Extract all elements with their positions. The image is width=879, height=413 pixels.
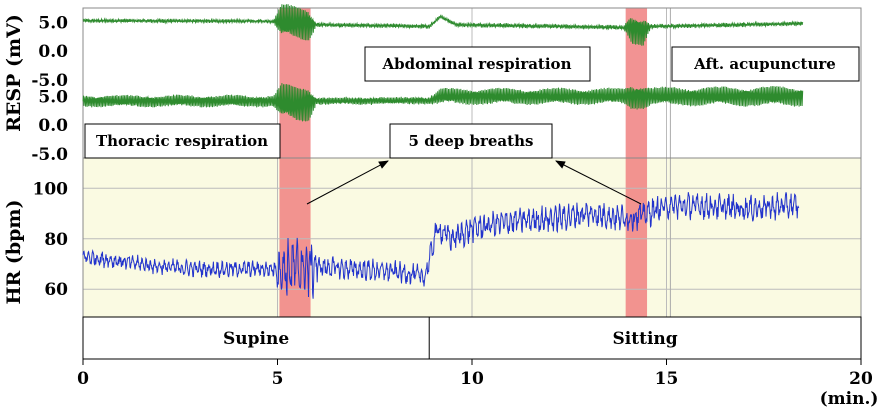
x-tick-label-0: 0 (77, 369, 89, 389)
abdominal-respiration-label: Abdominal respiration (382, 55, 572, 73)
arrow-right (555, 160, 642, 205)
signal-traces (82, 4, 804, 299)
acupuncture-label-box (671, 46, 860, 82)
x-tick-label-15: 15 (655, 369, 679, 389)
position-label-supine: Supine (223, 329, 289, 349)
position-band (82, 316, 862, 360)
resp_thoracic-trace (82, 83, 804, 122)
x-axis: 0 5 10 15 20 (77, 358, 873, 389)
x-tick-label-10: 10 (460, 369, 484, 389)
resp_abdominal-ytick--5.0: -5.0 (31, 71, 68, 91)
resp_thoracic-ytick--5.0: -5.0 (31, 145, 68, 165)
resp-y-axis-label: RESP (mV) (3, 14, 25, 132)
grid-lines (83, 8, 861, 317)
resp_abdominal-ytick-5.0: 5.0 (38, 13, 68, 33)
x-axis-unit-label: (min.) (820, 389, 879, 409)
thoracic-respiration-label: Thoracic respiration (96, 132, 268, 150)
position-segments: Supine Sitting (223, 317, 678, 359)
acupuncture-label: Aft. acupuncture (693, 55, 836, 73)
resp_thoracic-ytick-0.0: 0.0 (38, 116, 68, 136)
hr-ytick-60: 60 (44, 280, 68, 300)
resp_abdominal-ytick-0.0: 0.0 (38, 42, 68, 62)
resp_thoracic-ytick-5.0: 5.0 (38, 87, 68, 107)
resp_abdominal-trace (82, 4, 804, 46)
deep-breath-band-2 (625, 8, 648, 317)
hr-ytick-100: 100 (33, 179, 69, 199)
position-label-sitting: Sitting (613, 329, 678, 349)
deep-breaths-label: 5 deep breaths (409, 132, 534, 150)
thoracic-label-box (84, 123, 281, 159)
hr-ytick-80: 80 (44, 230, 68, 250)
x-tick-label-20: 20 (849, 369, 873, 389)
abdominal-label-box (364, 46, 591, 82)
arrow-left (306, 160, 389, 205)
hr-y-axis-label: HR (bpm) (3, 199, 25, 304)
deep-breaths-label-box (389, 123, 553, 159)
x-tick-label-5: 5 (272, 369, 284, 389)
hr-trace (82, 192, 800, 299)
